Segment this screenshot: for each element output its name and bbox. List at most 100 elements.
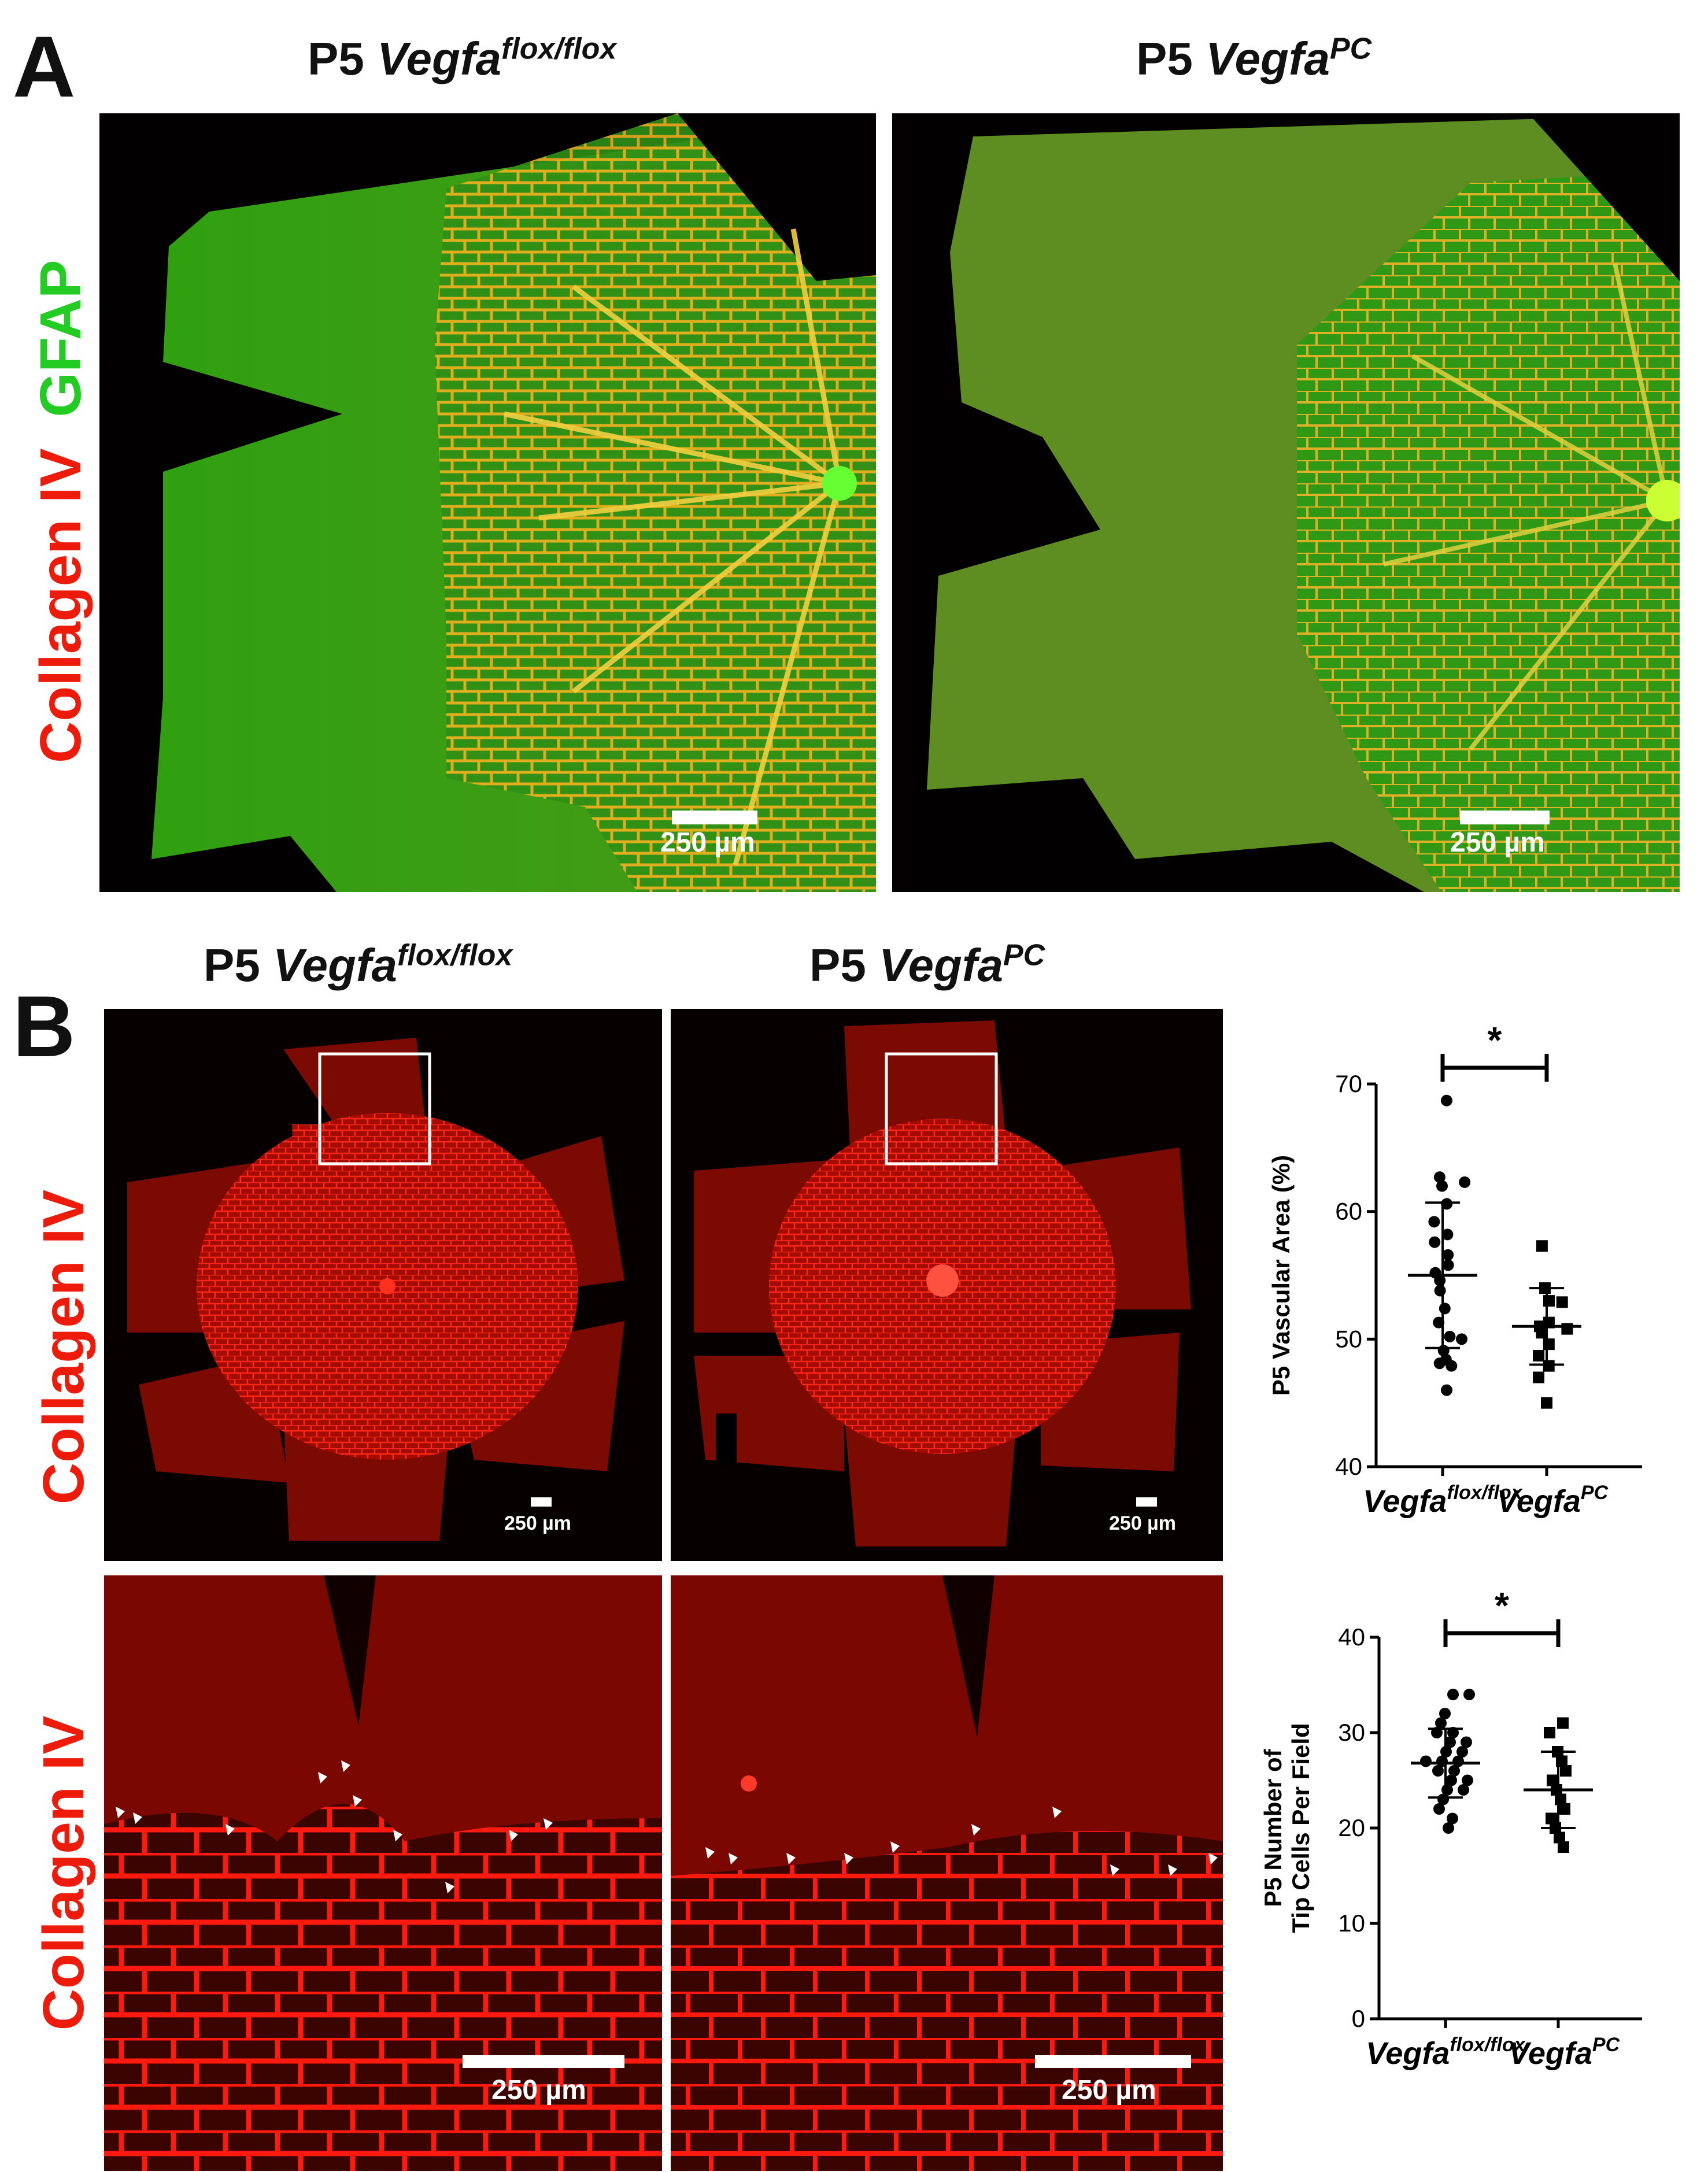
scale-bar-a-flox xyxy=(672,811,757,824)
scale-bar-b-pc xyxy=(1136,1497,1157,1507)
data-point xyxy=(1560,1765,1572,1777)
retina-flox-svg xyxy=(99,113,876,892)
data-point xyxy=(1556,1296,1568,1308)
x-category-sup: PC xyxy=(1592,2034,1620,2056)
y-tick-label: 10 xyxy=(1338,1910,1365,1937)
data-point xyxy=(1461,1736,1472,1748)
data-point xyxy=(1439,1303,1451,1315)
data-point xyxy=(1558,1841,1569,1853)
data-point xyxy=(1547,1774,1558,1786)
y-axis-label: P5 Vascular Area (%) xyxy=(1267,1155,1295,1396)
x-category-label: VegfaPC xyxy=(1509,2034,1620,2071)
scale-bar-b-zoom-pc xyxy=(1035,2055,1191,2068)
zoom-flox-svg xyxy=(104,1575,662,2171)
x-category-label: Vegfaflox/flox xyxy=(1366,2034,1526,2071)
panel-b-letter: B xyxy=(13,978,76,1075)
data-point xyxy=(1436,1180,1448,1192)
scale-bar-b-zoom-flox xyxy=(463,2055,624,2068)
data-point xyxy=(1536,1240,1548,1252)
scale-bar-label: 250 µm xyxy=(504,1512,571,1534)
x-category-sup: PC xyxy=(1581,1482,1609,1504)
y-tick-label: 20 xyxy=(1338,1814,1365,1841)
x-category-sup: flox/flox xyxy=(1450,2034,1526,2056)
panel-b-zoom-flox xyxy=(104,1575,662,2171)
collagen-label: Collagen IV xyxy=(28,448,93,763)
scale-bar-label: 250 µm xyxy=(1109,1512,1176,1534)
panel-b-side-label-top: Collagen IV xyxy=(31,1189,96,1505)
x-category-sup: flox/flox xyxy=(1447,1482,1523,1504)
data-point xyxy=(1445,1774,1457,1786)
title-sup: PC xyxy=(1003,938,1045,972)
data-point xyxy=(1443,1822,1454,1834)
data-point xyxy=(1442,1259,1454,1271)
y-tick-label: 70 xyxy=(1335,1070,1362,1097)
zoom-pc-svg xyxy=(671,1575,1223,2171)
y-tick-label: 30 xyxy=(1338,1719,1365,1746)
data-point xyxy=(1554,1831,1565,1844)
data-point xyxy=(1441,1384,1452,1396)
title-gene: Vegfa xyxy=(1206,33,1330,84)
title-prefix: P5 xyxy=(1136,33,1206,84)
data-point xyxy=(1429,1236,1441,1248)
panel-b-side-label-bottom: Collagen IV xyxy=(31,1715,96,2031)
scale-bar-label: 250 µm xyxy=(491,2075,586,2106)
data-point xyxy=(1445,1360,1458,1372)
title-sup: flox/flox xyxy=(501,32,617,66)
data-point xyxy=(1533,1350,1545,1362)
data-point xyxy=(1447,1689,1459,1700)
panel-a-letter: A xyxy=(13,18,76,115)
title-gene: Vegfa xyxy=(879,939,1003,991)
data-point xyxy=(1543,1360,1555,1372)
data-point xyxy=(1447,1812,1458,1825)
data-point xyxy=(1434,1285,1446,1297)
data-point xyxy=(1462,1774,1473,1786)
panel-b-title-right: P5 VegfaPC xyxy=(809,939,1045,991)
y-axis-label: Tip Cells Per Field xyxy=(1287,1723,1314,1933)
data-point xyxy=(1459,1176,1471,1188)
data-point xyxy=(1456,1333,1467,1345)
data-point xyxy=(1439,1708,1451,1719)
data-point xyxy=(1420,1755,1432,1767)
data-point xyxy=(1559,1803,1570,1815)
title-prefix: P5 xyxy=(308,33,378,84)
data-point xyxy=(1433,1803,1445,1815)
wholemount-flox-svg xyxy=(104,1009,662,1561)
panel-b-wholemount-flox xyxy=(104,1009,662,1561)
y-tick-label: 40 xyxy=(1338,1623,1365,1651)
panel-a-title-left: P5 Vegfaflox/flox xyxy=(308,33,616,84)
data-point xyxy=(1458,1784,1469,1796)
gfap-label: GFAP xyxy=(28,260,93,417)
title-gene: Vegfa xyxy=(273,939,397,991)
data-point xyxy=(1448,1765,1460,1777)
data-point xyxy=(1435,1717,1447,1729)
panel-a-image-pc xyxy=(892,113,1680,892)
data-point xyxy=(1463,1689,1475,1700)
x-category-label: VegfaPC xyxy=(1497,1482,1609,1519)
data-point xyxy=(1444,1330,1456,1342)
data-point xyxy=(1444,1736,1456,1748)
scale-bar-label: 250 µm xyxy=(660,827,755,858)
retina-pc-svg xyxy=(892,113,1680,892)
panel-b-wholemount-pc xyxy=(671,1009,1223,1561)
data-point xyxy=(1544,1727,1555,1738)
y-tick-label: 40 xyxy=(1335,1453,1362,1480)
y-tick-label: 60 xyxy=(1335,1198,1362,1225)
panel-a-image-flox xyxy=(99,113,876,892)
wholemount-pc-svg xyxy=(671,1009,1223,1561)
panel-a-title-right: P5 VegfaPC xyxy=(1136,33,1371,84)
panel-b-title-left: P5 Vegfaflox/flox xyxy=(204,939,512,991)
data-point xyxy=(1433,1171,1445,1183)
y-axis-label: P5 Number of xyxy=(1259,1748,1286,1907)
scale-bar-a-pc xyxy=(1460,811,1550,824)
panel-b-zoom-pc xyxy=(671,1575,1223,2171)
data-point xyxy=(1432,1765,1444,1777)
data-point xyxy=(1441,1229,1454,1241)
data-point xyxy=(1541,1397,1552,1409)
y-tick-label: 50 xyxy=(1335,1325,1362,1352)
data-point xyxy=(1543,1295,1555,1307)
title-prefix: P5 xyxy=(809,939,879,991)
inset-box xyxy=(318,1052,431,1165)
significance-star: * xyxy=(1488,1019,1502,1061)
data-point xyxy=(1440,1094,1452,1107)
